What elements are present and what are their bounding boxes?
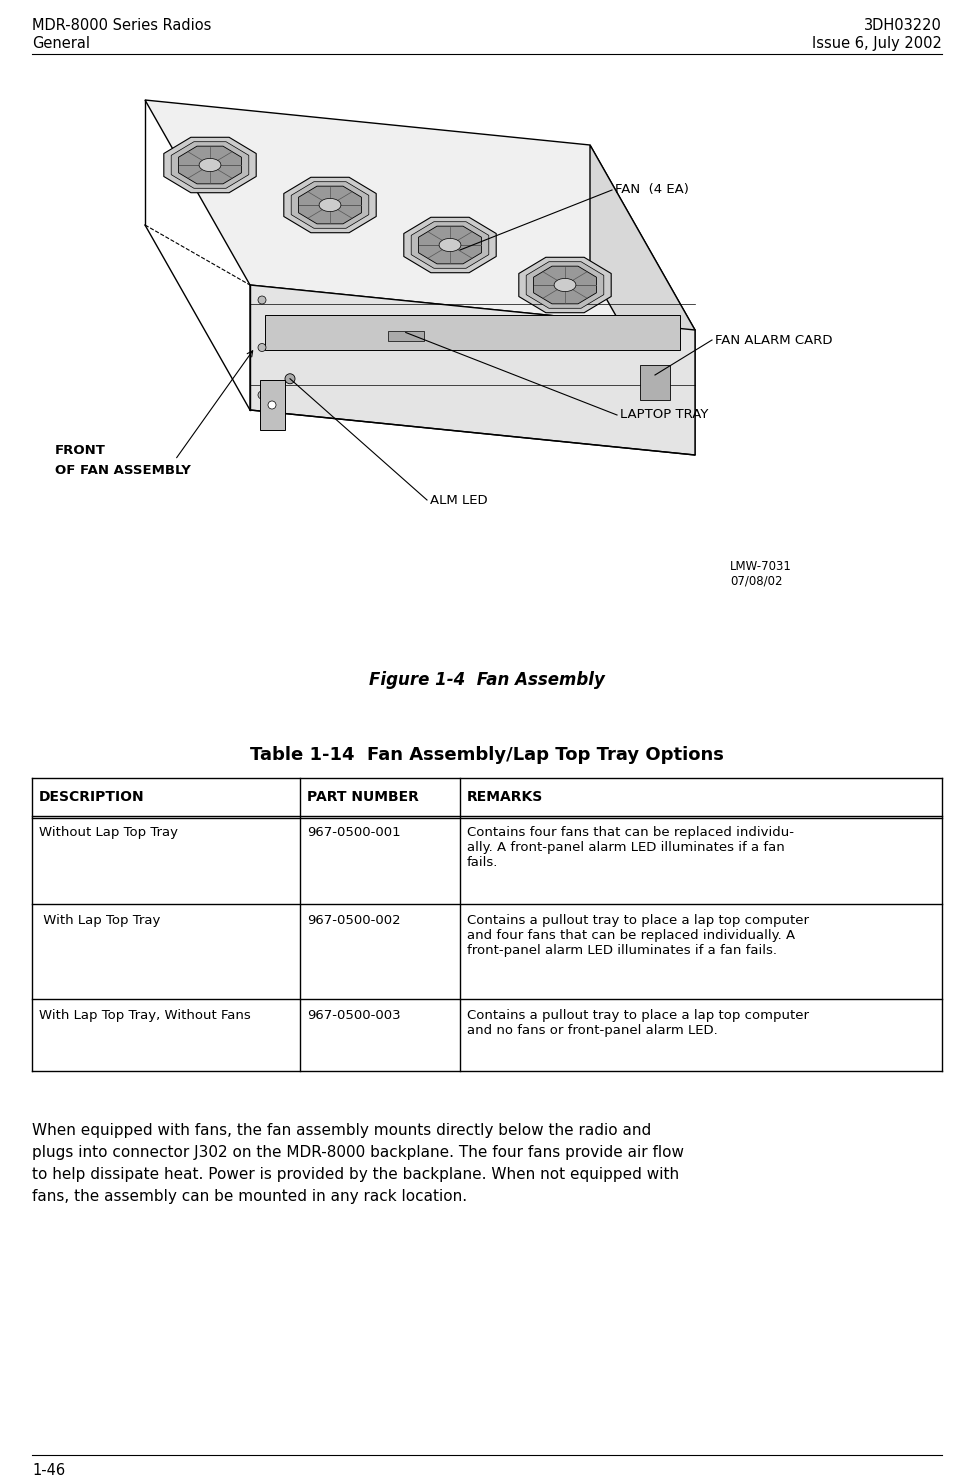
Circle shape — [268, 401, 276, 408]
Text: With Lap Top Tray, Without Fans: With Lap Top Tray, Without Fans — [39, 1009, 250, 1023]
Text: FRONT: FRONT — [55, 444, 106, 456]
Polygon shape — [250, 286, 695, 454]
Polygon shape — [199, 158, 221, 172]
Polygon shape — [411, 222, 489, 268]
Circle shape — [258, 343, 266, 351]
Text: FAN ALARM CARD: FAN ALARM CARD — [715, 333, 833, 346]
Text: Contains a pullout tray to place a lap top computer
and no fans or front-panel a: Contains a pullout tray to place a lap t… — [467, 1009, 808, 1037]
Text: Issue 6, July 2002: Issue 6, July 2002 — [812, 36, 942, 50]
Bar — [388, 330, 424, 340]
Text: ALM LED: ALM LED — [430, 493, 488, 506]
Polygon shape — [291, 182, 369, 228]
Text: fans, the assembly can be mounted in any rack location.: fans, the assembly can be mounted in any… — [32, 1188, 468, 1205]
Polygon shape — [404, 218, 496, 272]
Text: REMARKS: REMARKS — [467, 790, 543, 804]
Circle shape — [258, 391, 266, 400]
Polygon shape — [145, 101, 695, 330]
Text: Contains a pullout tray to place a lap top computer
and four fans that can be re: Contains a pullout tray to place a lap t… — [467, 915, 808, 958]
Text: OF FAN ASSEMBLY: OF FAN ASSEMBLY — [55, 463, 191, 477]
Polygon shape — [260, 380, 285, 431]
Bar — [640, 366, 670, 400]
Text: When equipped with fans, the fan assembly mounts directly below the radio and: When equipped with fans, the fan assembl… — [32, 1123, 652, 1138]
Text: PART NUMBER: PART NUMBER — [308, 790, 420, 804]
Circle shape — [285, 374, 295, 383]
Text: Contains four fans that can be replaced individu-
ally. A front-panel alarm LED : Contains four fans that can be replaced … — [467, 826, 794, 869]
Polygon shape — [265, 315, 680, 349]
Text: LMW-7031
07/08/02: LMW-7031 07/08/02 — [730, 559, 792, 588]
Polygon shape — [554, 278, 576, 292]
Text: MDR-8000 Series Radios: MDR-8000 Series Radios — [32, 18, 211, 33]
Text: 967-0500-002: 967-0500-002 — [308, 915, 401, 926]
Text: Figure 1-4  Fan Assembly: Figure 1-4 Fan Assembly — [369, 670, 605, 690]
Polygon shape — [519, 258, 612, 312]
Polygon shape — [178, 147, 242, 184]
Polygon shape — [283, 178, 376, 232]
Polygon shape — [439, 238, 461, 252]
Polygon shape — [299, 186, 361, 223]
Polygon shape — [164, 138, 256, 192]
Text: Without Lap Top Tray: Without Lap Top Tray — [39, 826, 178, 839]
Text: to help dissipate heat. Power is provided by the backplane. When not equipped wi: to help dissipate heat. Power is provide… — [32, 1168, 679, 1183]
Polygon shape — [319, 198, 341, 212]
Polygon shape — [171, 142, 248, 188]
Polygon shape — [534, 266, 596, 303]
Polygon shape — [590, 145, 695, 454]
Text: LAPTOP TRAY: LAPTOP TRAY — [620, 408, 708, 422]
Text: 967-0500-001: 967-0500-001 — [308, 826, 401, 839]
Circle shape — [258, 296, 266, 303]
Text: Table 1-14  Fan Assembly/Lap Top Tray Options: Table 1-14 Fan Assembly/Lap Top Tray Opt… — [250, 746, 724, 764]
Text: General: General — [32, 36, 90, 50]
Polygon shape — [419, 226, 481, 263]
Text: 3DH03220: 3DH03220 — [864, 18, 942, 33]
Text: With Lap Top Tray: With Lap Top Tray — [39, 915, 161, 926]
Text: DESCRIPTION: DESCRIPTION — [39, 790, 144, 804]
Text: 967-0500-003: 967-0500-003 — [308, 1009, 401, 1023]
Text: FAN  (4 EA): FAN (4 EA) — [615, 184, 689, 197]
Text: 1-46: 1-46 — [32, 1464, 65, 1479]
Text: plugs into connector J302 on the MDR-8000 backplane. The four fans provide air f: plugs into connector J302 on the MDR-800… — [32, 1146, 684, 1160]
Polygon shape — [526, 262, 604, 308]
